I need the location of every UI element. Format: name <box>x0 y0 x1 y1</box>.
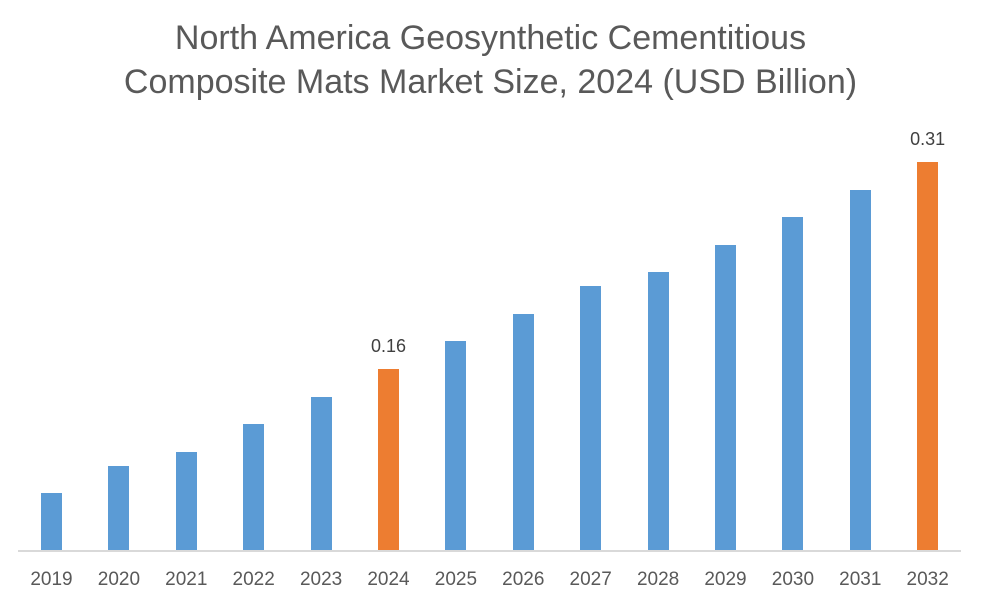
x-tick-label: 2026 <box>502 569 545 590</box>
bar-2024 <box>378 368 399 550</box>
bar-2022 <box>243 424 265 550</box>
x-tick-label: 2027 <box>569 569 612 590</box>
x-tick-label: 2019 <box>30 569 73 590</box>
x-axis-line <box>18 550 961 552</box>
x-tick-label: 2022 <box>232 569 275 590</box>
x-tick-label: 2020 <box>97 569 141 590</box>
bar-2021 <box>175 451 197 550</box>
x-tick-label: 2028 <box>636 569 680 590</box>
x-tick-label: 2024 <box>367 569 410 590</box>
bar-2030 <box>782 217 804 550</box>
data-label-2032: 0.31 <box>910 128 946 149</box>
data-label-2024: 0.16 <box>370 335 407 356</box>
bar-2027 <box>580 286 602 550</box>
bar-2028 <box>647 272 669 550</box>
x-tick-label: 2031 <box>839 569 882 590</box>
bar-2029 <box>715 244 736 550</box>
bar-2031 <box>849 189 871 550</box>
bar-2026 <box>512 313 534 550</box>
bar-2032 <box>917 161 939 550</box>
x-tick-label: 2021 <box>165 569 208 590</box>
bar-2019 <box>41 493 62 550</box>
chart-title: North America Geosynthetic Cementitious … <box>0 16 981 104</box>
x-tick-label: 2032 <box>906 569 949 590</box>
x-tick-label: 2029 <box>704 569 747 590</box>
chart-title-line-2: Composite Mats Market Size, 2024 (USD Bi… <box>123 63 858 101</box>
x-tick-label: 2023 <box>299 569 343 590</box>
bar-2023 <box>310 396 332 550</box>
chart-title-line-1: North America Geosynthetic Cementitious <box>174 19 807 57</box>
x-tick-label: 2025 <box>434 569 478 590</box>
bar-2025 <box>445 341 467 550</box>
x-tick-label: 2030 <box>771 569 815 590</box>
bar-2020 <box>108 465 130 550</box>
